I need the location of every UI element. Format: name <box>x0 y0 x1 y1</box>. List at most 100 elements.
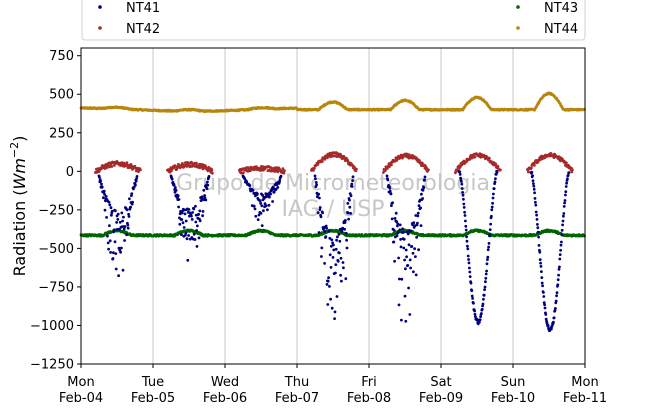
nt41-point <box>198 219 202 223</box>
nt41-point <box>131 200 135 204</box>
nt41-point <box>385 174 389 178</box>
nt41-point <box>416 211 420 215</box>
nt42-point <box>496 164 500 168</box>
nt41-point <box>492 192 495 196</box>
nt41-point <box>263 202 267 206</box>
nt41-point <box>203 194 207 197</box>
nt41-point <box>122 227 126 231</box>
nt41-point <box>558 257 562 261</box>
nt41-point <box>110 209 114 213</box>
nt41-point <box>329 266 333 269</box>
legend-label: NT43 <box>544 1 578 16</box>
nt41-point <box>184 219 188 223</box>
grid <box>152 48 514 364</box>
nt41-point <box>332 248 336 252</box>
nt41-point <box>334 271 337 275</box>
nt41-point <box>107 247 110 251</box>
nt41-point <box>480 307 484 311</box>
nt41-point <box>421 188 425 192</box>
nt42-point <box>281 167 285 171</box>
nt41-point <box>126 226 130 230</box>
nt41-point <box>411 223 414 227</box>
nt41-point <box>409 266 412 270</box>
nt41-point <box>400 318 403 322</box>
nt42-point <box>195 161 198 165</box>
nt41-point <box>468 275 472 278</box>
nt41-point <box>332 243 335 247</box>
nt41-point <box>100 185 104 189</box>
nt41-point <box>481 302 485 306</box>
nt41-point <box>325 226 328 230</box>
nt41-point <box>473 309 476 313</box>
nt41-point <box>127 215 131 218</box>
nt41-point <box>178 222 182 226</box>
nt41-point <box>112 251 115 255</box>
nt41-point <box>557 273 560 277</box>
nt41-point <box>135 177 139 180</box>
nt41-point <box>120 211 124 215</box>
nt41-point <box>458 173 462 176</box>
nt42-point <box>471 156 474 160</box>
nt41-point <box>491 196 495 200</box>
nt41-point <box>467 261 471 265</box>
nt41-point <box>340 230 344 233</box>
nt41-point <box>350 185 354 188</box>
nt41-point <box>469 281 473 285</box>
nt41-point <box>537 235 540 239</box>
nt41-point <box>326 279 330 283</box>
x-tick-label-day: Thu <box>284 375 309 390</box>
nt41-point <box>192 207 196 211</box>
nt41-point <box>108 203 112 207</box>
nt41-point <box>266 208 269 212</box>
nt41-point <box>494 177 497 181</box>
nt41-point <box>400 277 404 281</box>
nt41-point <box>460 187 464 190</box>
nt41-point <box>484 272 488 276</box>
nt41-point <box>197 236 201 240</box>
nt41-point <box>330 306 334 310</box>
nt41-point <box>408 313 412 316</box>
x-tick-label-date: Feb-08 <box>347 391 391 406</box>
nt41-point <box>344 219 347 222</box>
nt41-point <box>399 245 403 249</box>
nt41-point <box>484 276 488 280</box>
nt41-point <box>351 175 355 179</box>
nt41-point <box>404 267 407 271</box>
nt41-point <box>392 240 396 244</box>
nt41-point <box>278 178 282 182</box>
nt41-point <box>558 265 561 269</box>
nt41-point <box>480 312 483 315</box>
x-tick-label-day: Mon <box>67 375 94 390</box>
y-tick-label: −750 <box>38 280 74 295</box>
nt41-point <box>402 246 406 250</box>
nt41-point <box>414 255 417 258</box>
nt41-point <box>343 221 347 224</box>
nt42-point <box>283 169 286 173</box>
nt41-point <box>414 273 418 277</box>
nt41-point <box>125 208 129 212</box>
x-tick-label-day: Sun <box>501 375 526 390</box>
nt41-point <box>321 211 324 215</box>
nt41-point <box>327 276 330 280</box>
nt41-point <box>540 270 543 273</box>
nt42-point <box>282 171 286 175</box>
nt41-point <box>567 171 571 175</box>
nt41-point <box>564 193 567 197</box>
nt41-point <box>198 209 202 213</box>
nt41-point <box>318 208 322 212</box>
y-axis: −1250 −1000 −750 −500 −250 0 250 500 750 <box>30 49 81 373</box>
nt41-point <box>460 180 463 183</box>
nt41-point <box>351 179 354 183</box>
nt41-point <box>118 227 121 231</box>
nt41-point <box>490 205 494 209</box>
nt41-point <box>256 192 259 196</box>
nt41-point <box>412 270 415 274</box>
nt41-point <box>194 220 198 224</box>
nt41-point <box>347 217 350 221</box>
nt41-point <box>419 224 423 228</box>
nt41-point <box>535 213 538 217</box>
nt41-point <box>172 184 176 187</box>
legend-box <box>81 0 586 41</box>
nt41-point <box>314 181 318 184</box>
nt42-point <box>527 170 530 174</box>
